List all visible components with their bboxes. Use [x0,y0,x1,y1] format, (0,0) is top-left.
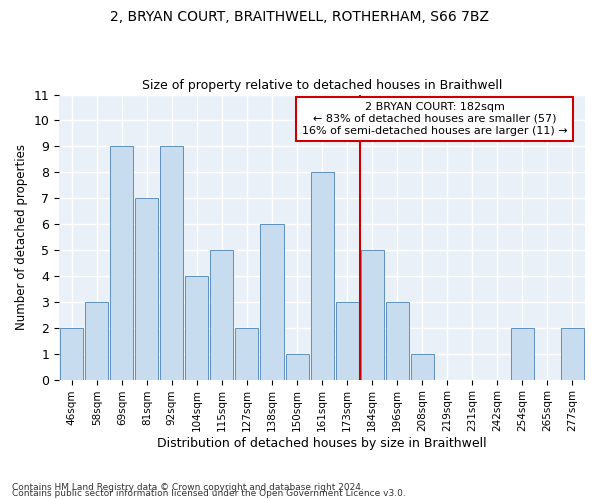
Text: Contains HM Land Registry data © Crown copyright and database right 2024.: Contains HM Land Registry data © Crown c… [12,484,364,492]
Bar [286,354,308,380]
Bar [135,198,158,380]
X-axis label: Distribution of detached houses by size in Braithwell: Distribution of detached houses by size … [157,437,487,450]
Title: Size of property relative to detached houses in Braithwell: Size of property relative to detached ho… [142,79,502,92]
Bar [260,224,284,380]
Text: 2 BRYAN COURT: 182sqm
← 83% of detached houses are smaller (57)
16% of semi-deta: 2 BRYAN COURT: 182sqm ← 83% of detached … [302,102,568,136]
Bar [311,172,334,380]
Bar [185,276,208,380]
Bar [85,302,108,380]
Bar [235,328,259,380]
Bar [211,250,233,380]
Y-axis label: Number of detached properties: Number of detached properties [15,144,28,330]
Bar [110,146,133,380]
Bar [60,328,83,380]
Bar [160,146,184,380]
Bar [411,354,434,380]
Bar [386,302,409,380]
Bar [361,250,383,380]
Bar [561,328,584,380]
Bar [335,302,359,380]
Bar [511,328,534,380]
Text: Contains public sector information licensed under the Open Government Licence v3: Contains public sector information licen… [12,490,406,498]
Text: 2, BRYAN COURT, BRAITHWELL, ROTHERHAM, S66 7BZ: 2, BRYAN COURT, BRAITHWELL, ROTHERHAM, S… [110,10,490,24]
